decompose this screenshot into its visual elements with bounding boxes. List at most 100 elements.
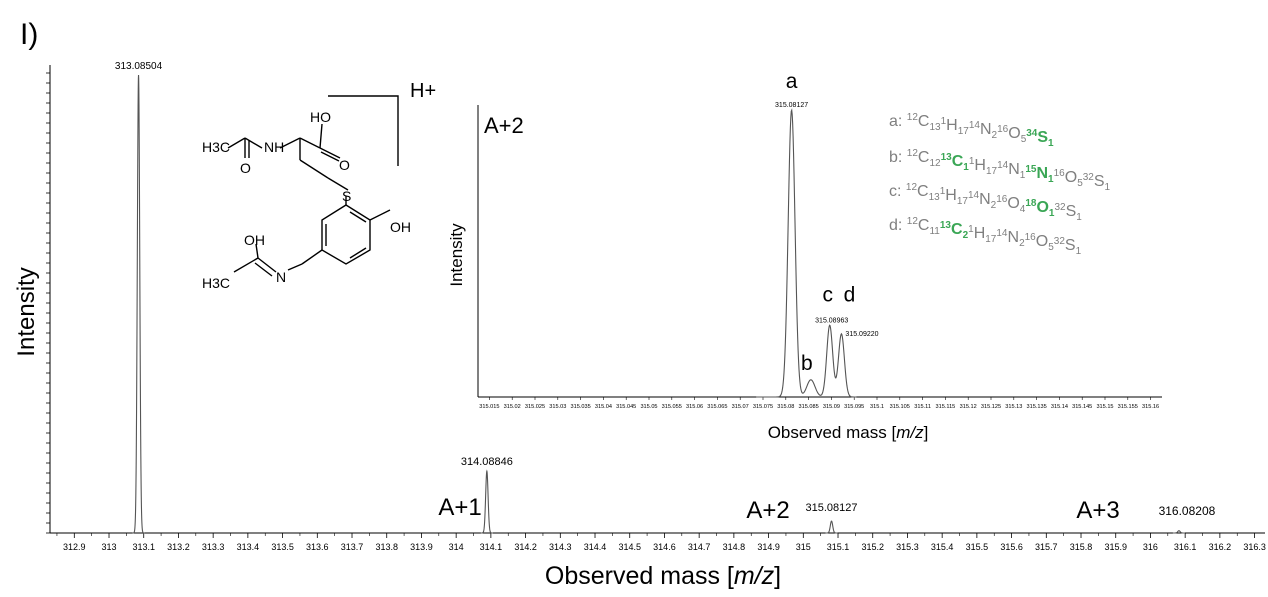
inset-x-tick-label: 315.145: [1072, 404, 1092, 410]
atom-label: HO: [310, 109, 331, 125]
inset-x-tick-label: 315.03: [549, 404, 566, 410]
main-peak: [825, 520, 838, 534]
main-x-tick-label: 315.7: [1035, 542, 1058, 552]
inset-x-tick-label: 315.04: [595, 404, 612, 410]
inset-x-tick-label: 315.125: [981, 404, 1001, 410]
main-y-label: Intensity: [13, 267, 40, 356]
main-x-tick-label: 315.9: [1104, 542, 1127, 552]
inset-x-tick-label: 315.055: [662, 404, 682, 410]
main-peak-label: 315.08127: [806, 502, 858, 514]
atom-label: H3C: [202, 139, 230, 155]
formula-row: d: 12C1113C21H1714N216O532S1: [889, 216, 1082, 257]
main-x-tick-label: 313.3: [202, 542, 225, 552]
atom-label: OH: [390, 219, 411, 235]
inset-x-tick-label: 315.015: [479, 404, 499, 410]
panel-label: I): [20, 18, 38, 51]
inset-y-label: Intensity: [447, 223, 466, 287]
adduct-label: H+: [410, 80, 436, 102]
inset-x-tick-label: 315.11: [914, 404, 931, 410]
inset-x-tick-label: 315.1: [870, 404, 884, 410]
main-x-tick-label: 313.4: [237, 542, 260, 552]
inset-mass-label: 315.08127: [775, 102, 808, 109]
inset-x-tick-label: 315.115: [935, 404, 955, 410]
main-x-tick-label: 314.4: [584, 542, 607, 552]
main-x-tick-label: 315.1: [827, 542, 850, 552]
inset-x-tick-label: 315.12: [960, 404, 977, 410]
inset-peak-letter: d: [844, 283, 856, 306]
main-x-tick-label: 315.3: [896, 542, 919, 552]
atom-label: N: [276, 269, 286, 285]
atom-label: O: [240, 160, 251, 176]
inset-x-tick-label: 315.07: [732, 404, 749, 410]
main-x-tick-label: 315.8: [1070, 542, 1093, 552]
inset-x-tick-label: 315.09: [823, 404, 840, 410]
inset-title: A+2: [484, 113, 524, 138]
inset-x-tick-label: 315.16: [1142, 404, 1159, 410]
inset-peak-labels: 315.08127 a b 315.08963 c 315.09220 d: [775, 70, 879, 375]
formula-row: b: 12C1213C11H1714N115N116O532S1: [889, 148, 1111, 193]
inset-x-tick-label: 315.065: [707, 404, 727, 410]
main-peak: [132, 74, 145, 534]
main-x-tick-label: 315: [796, 542, 811, 552]
adduct-bracket: [328, 95, 399, 166]
inset-peak-letter: c: [822, 283, 833, 306]
inset-x-tick-label: 315.025: [525, 404, 545, 410]
main-x-tick-label: 313.8: [375, 542, 398, 552]
atom-label: OH: [244, 232, 265, 248]
inset-x-tick-label: 315.045: [616, 404, 636, 410]
main-annotation: A+2: [746, 497, 789, 524]
main-x-tick-label: 315.6: [1000, 542, 1023, 552]
main-x-tick-label: 314.9: [757, 542, 780, 552]
main-x-label: Observed mass [m/z]: [545, 562, 781, 590]
inset-mass-label: 315.09220: [845, 331, 878, 338]
main-annotation: A+1: [438, 494, 481, 521]
atom-label: S: [342, 188, 351, 204]
formula-row: c: 12C131H1714N216O418O132S1: [889, 182, 1082, 223]
inset-peak-letter: a: [786, 70, 798, 93]
inset-trace: [756, 108, 857, 398]
inset-x-tick-label: 315.085: [798, 404, 818, 410]
main-x-tick-label: 312.9: [63, 542, 86, 552]
inset-chart: A+2 Intensity Observed mass [m/z] 315.01…: [447, 70, 1162, 442]
main-x-tick-label: 316.1: [1174, 542, 1197, 552]
main-x-tick-label: 314.3: [549, 542, 572, 552]
main-x-tick-label: 314.2: [514, 542, 537, 552]
main-x-tick-label: 314.6: [653, 542, 676, 552]
main-y-ticks: [46, 72, 50, 534]
atom-label: O: [339, 157, 350, 173]
inset-x-tick-label: 315.15: [1096, 404, 1113, 410]
inset-x-tick-label: 315.135: [1026, 404, 1046, 410]
main-x-tick-label: 313.7: [341, 542, 364, 552]
inset-trace-line: [756, 108, 857, 398]
main-x-tick-label: 313.1: [132, 542, 155, 552]
main-x-tick-label: 313.5: [271, 542, 294, 552]
inset-x-ticks: 315.015 315.02 315.025 315.03 315.035 315.04 3…: [479, 397, 1159, 410]
main-x-tick-label: 313: [101, 542, 116, 552]
main-peak-labels: 313.08504 314.08846 315.08127 316.08208: [115, 61, 1216, 518]
main-peak-label: 316.08208: [1159, 504, 1216, 518]
main-chart: 312.9 313 313.1 313.2 313.3 313.4 313.5 313.6 31…: [13, 61, 1266, 590]
inset-x-tick-label: 315.13: [1005, 404, 1022, 410]
main-x-tick-label: 316.2: [1209, 542, 1232, 552]
inset-x-tick-label: 315.095: [844, 404, 864, 410]
main-peak: [1172, 530, 1186, 534]
formula-row: a: 12C131H1714N216O534S1: [889, 112, 1054, 149]
inset-x-tick-label: 315.075: [753, 404, 773, 410]
main-x-tick-label: 316.3: [1243, 542, 1266, 552]
main-x-tick-label: 315.2: [861, 542, 884, 552]
main-x-tick-label: 316: [1143, 542, 1158, 552]
main-x-tick-label: 313.9: [410, 542, 433, 552]
inset-x-tick-label: 315.06: [686, 404, 703, 410]
main-trace: [132, 74, 1186, 534]
main-x-tick-label: 314.1: [480, 542, 503, 552]
main-annotations: A+1 A+2 A+3: [438, 494, 1119, 524]
main-x-tick-label: 313.6: [306, 542, 329, 552]
molecule-structure: H3C NH HO O O S OH OH N H3C: [202, 95, 411, 291]
main-x-ticks: 312.9 313 313.1 313.2 313.3 313.4 313.5 313.6 31…: [56, 533, 1266, 552]
main-peak: [480, 469, 493, 534]
inset-x-tick-label: 315.155: [1118, 404, 1138, 410]
inset-peak-letter: b: [801, 352, 813, 375]
inset-x-tick-label: 315.05: [640, 404, 657, 410]
